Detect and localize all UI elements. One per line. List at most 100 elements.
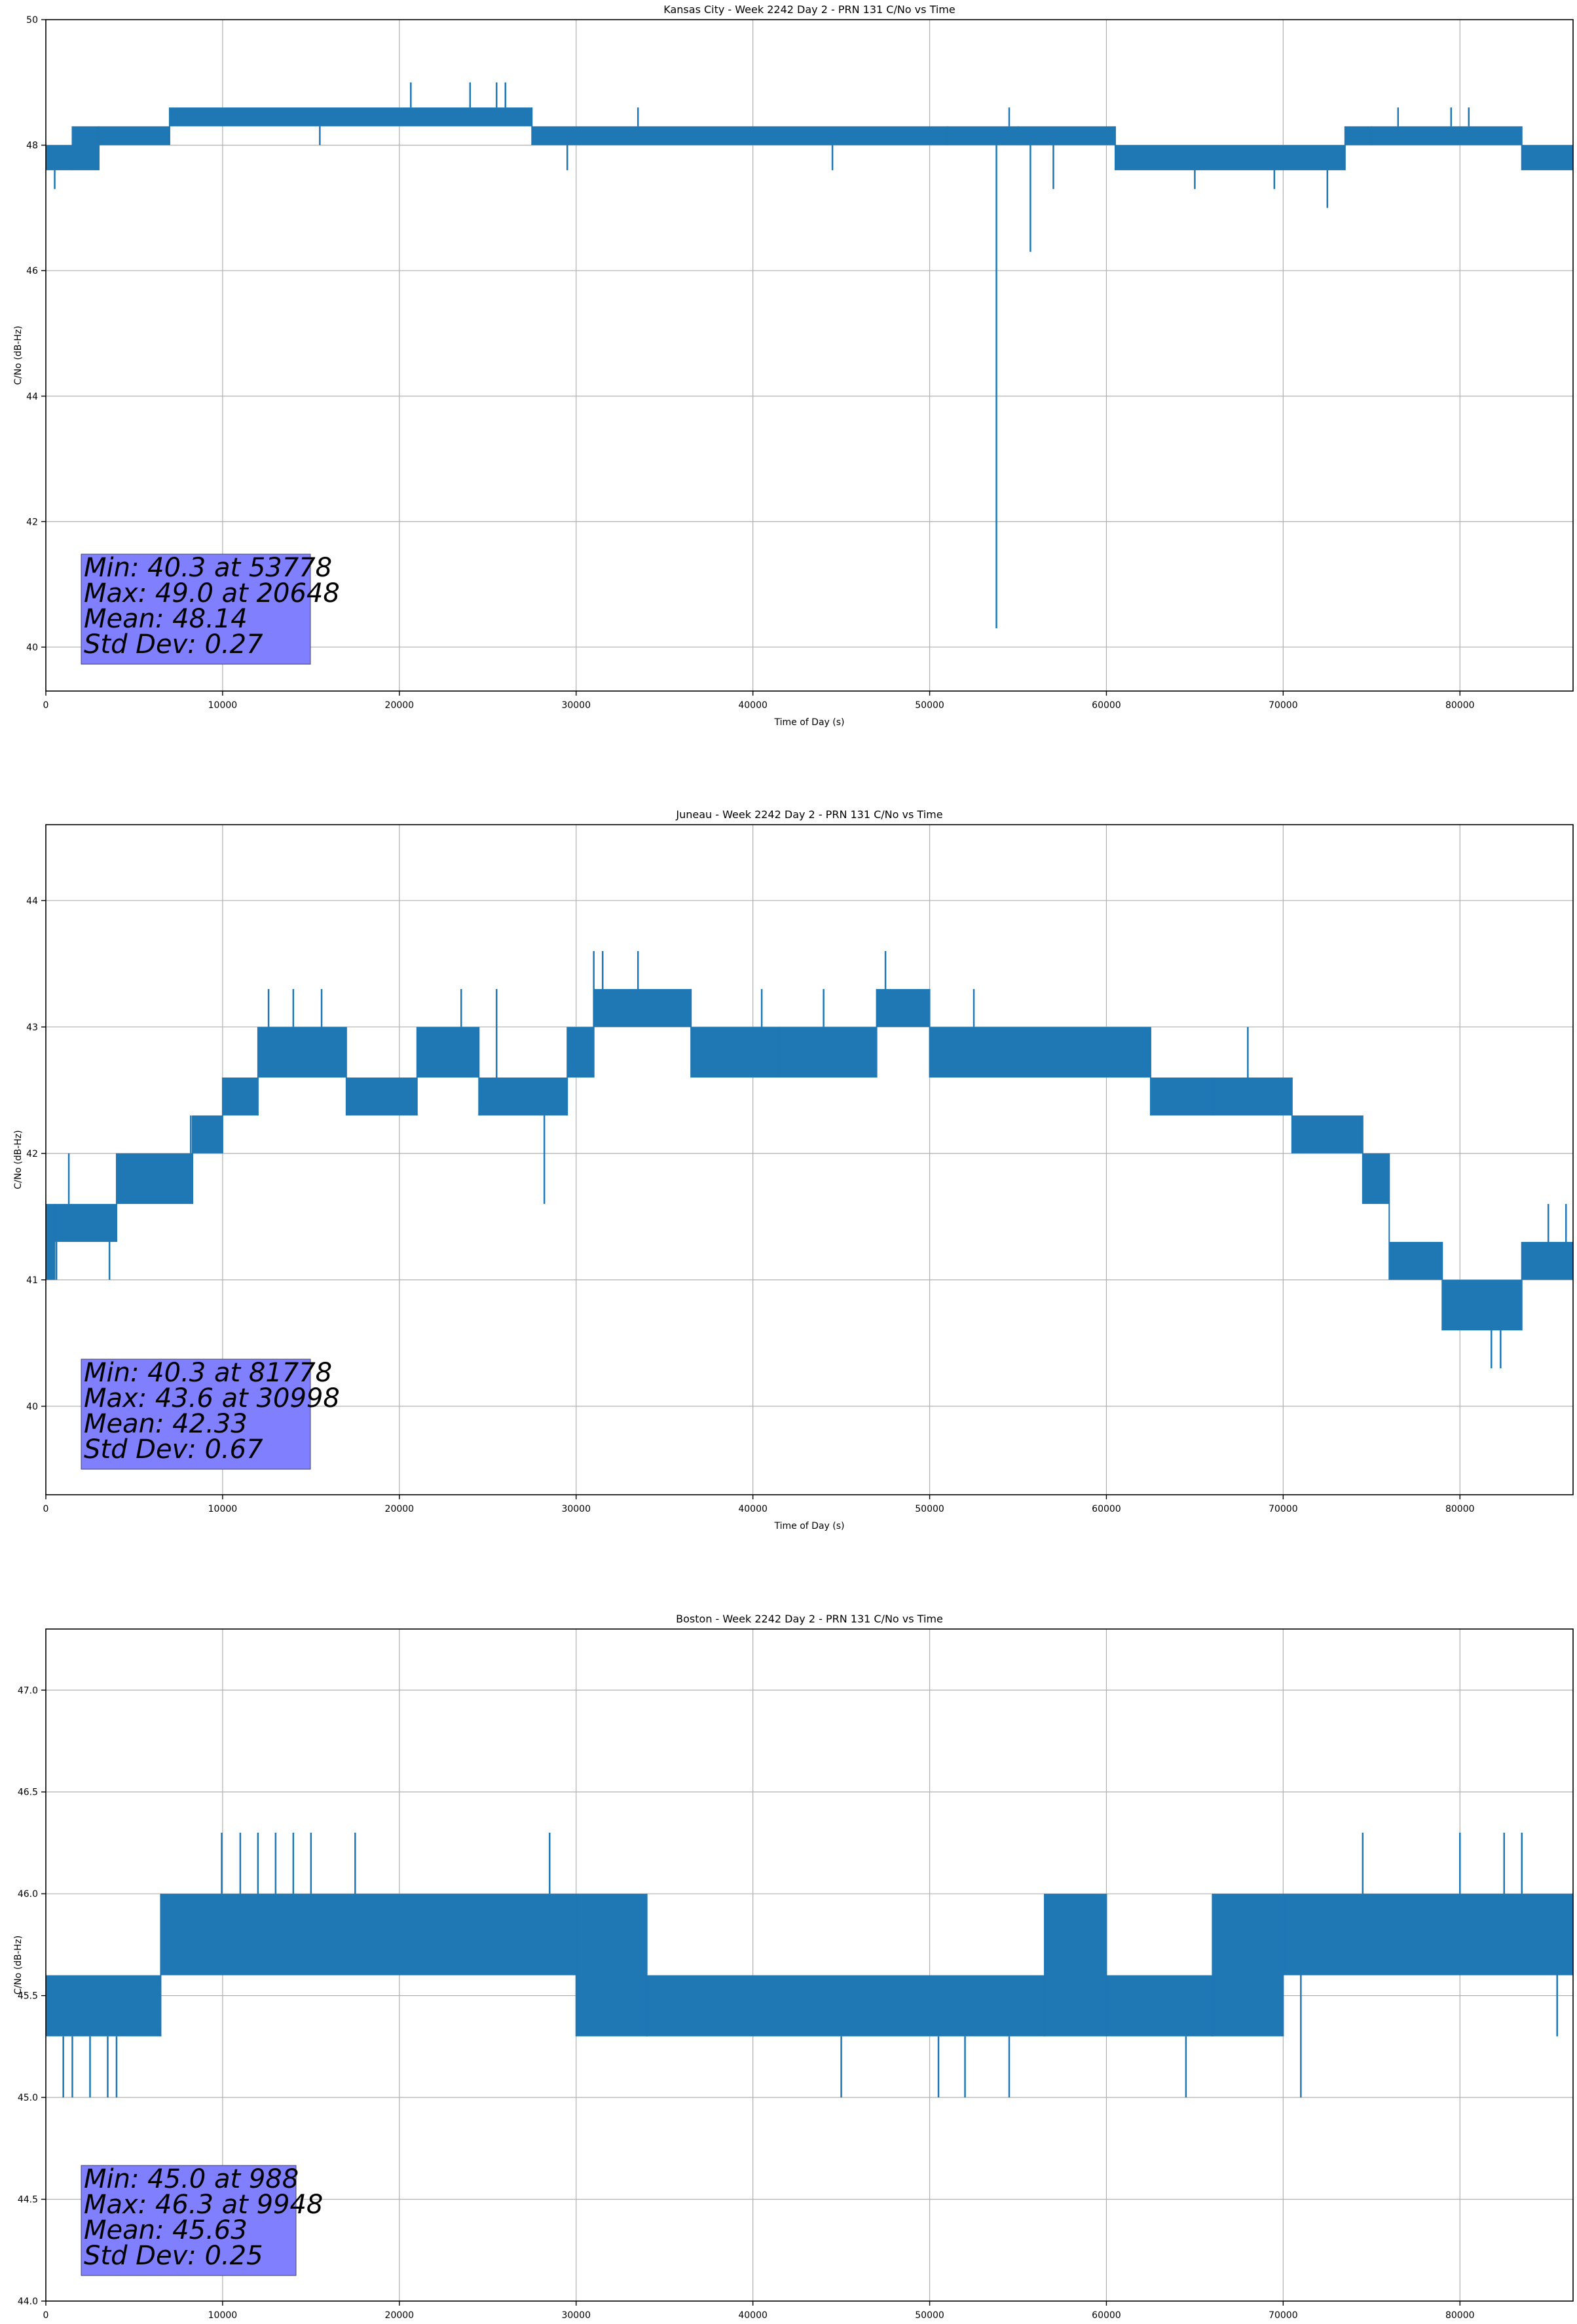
y-tick-label: 44.0	[18, 2296, 38, 2307]
y-tick-label: 40	[26, 643, 38, 653]
x-tick-label: 80000	[1445, 1504, 1475, 1514]
y-tick-label: 45.0	[18, 2093, 38, 2103]
axes-frame	[45, 824, 1574, 1495]
stats-line: Std Dev: 0.67	[84, 1434, 263, 1465]
y-tick-label: 42	[26, 1149, 38, 1159]
data-band	[593, 988, 692, 1027]
stats-line: Mean: 42.33	[84, 1409, 248, 1439]
data-band	[1115, 145, 1345, 170]
data-band	[1283, 1894, 1573, 1976]
data-band	[169, 107, 532, 126]
data-band	[1345, 126, 1522, 145]
data-band	[54, 1204, 117, 1242]
y-tick-label: 41	[26, 1275, 38, 1286]
x-tick-label: 0	[43, 700, 49, 711]
y-axis-label: C/No (dB-Hz)	[13, 1130, 24, 1189]
data-band	[1362, 1153, 1390, 1205]
x-tick-label: 50000	[915, 1504, 944, 1514]
y-tick-label: 44	[26, 392, 38, 402]
stats-line: Mean: 45.63	[84, 2215, 248, 2245]
data-band	[346, 1078, 417, 1115]
data-band	[46, 145, 73, 170]
stats-line: Max: 46.3 at 9948	[84, 2190, 323, 2220]
data-band	[779, 1026, 877, 1078]
data-band	[646, 1975, 1045, 2036]
stats-box	[81, 553, 311, 665]
y-tick-label: 43	[26, 1022, 38, 1033]
x-tick-label: 70000	[1269, 2310, 1298, 2321]
x-tick-label: 70000	[1269, 700, 1298, 711]
x-tick-label: 30000	[561, 1504, 591, 1514]
x-axis-label: Time of Day (s)	[774, 1521, 845, 1531]
stats-box	[81, 2165, 297, 2276]
y-tick-label: 45.5	[18, 1991, 38, 2002]
data-band	[193, 1115, 223, 1153]
y-tick-label: 50	[26, 15, 38, 26]
data-band	[257, 1026, 346, 1078]
stats-line: Min: 40.3 at 81778	[84, 1358, 332, 1388]
x-tick-label: 70000	[1269, 1504, 1298, 1514]
stats-line: Std Dev: 0.25	[84, 2241, 263, 2271]
y-tick-label: 46	[26, 266, 38, 276]
data-band	[72, 126, 99, 170]
x-tick-label: 60000	[1092, 2310, 1121, 2321]
y-tick-label: 44.5	[18, 2195, 38, 2205]
y-tick-label: 40	[26, 1402, 38, 1412]
x-tick-label: 50000	[915, 700, 944, 711]
x-tick-label: 20000	[385, 2310, 415, 2321]
data-band	[46, 1204, 55, 1280]
data-band	[576, 1894, 647, 2036]
x-tick-label: 0	[43, 2310, 49, 2321]
data-band	[1106, 1975, 1213, 2036]
y-tick-label: 44	[26, 896, 38, 907]
chart-panel-3: 0 10000 20000 30000 40000 50000 60000 70000 8000…	[13, 1613, 1574, 2321]
y-axis-label: C/No (dB-Hz)	[13, 1936, 24, 1995]
y-tick-label: 46.5	[18, 1788, 38, 1798]
data-band	[1044, 1894, 1107, 2036]
data-band	[929, 1026, 1151, 1078]
chart-panel-1: 0 10000 20000 30000 40000 50000 60000 70000 8000…	[13, 3, 1574, 728]
stats-line: Max: 49.0 at 20648	[84, 578, 340, 609]
x-tick-label: 40000	[738, 2310, 768, 2321]
stats-line: Min: 40.3 at 53778	[84, 553, 332, 583]
x-tick-label: 60000	[1092, 700, 1121, 711]
x-tick-label: 10000	[208, 1504, 238, 1514]
chart-title: Kansas City - Week 2242 Day 2 - PRN 131 …	[663, 3, 955, 16]
data-band	[567, 1026, 594, 1078]
x-tick-label: 10000	[208, 700, 238, 711]
stats-line: Std Dev: 0.27	[84, 629, 263, 660]
data-band	[1291, 1115, 1363, 1153]
stats-line: Mean: 48.14	[84, 604, 248, 634]
x-tick-label: 30000	[561, 2310, 591, 2321]
x-tick-label: 80000	[1445, 2310, 1475, 2321]
data-band	[1212, 1078, 1292, 1115]
x-axis-label: Time of Day (s)	[774, 717, 845, 728]
data-band	[116, 1153, 193, 1205]
x-tick-label: 10000	[208, 2310, 238, 2321]
x-tick-label: 40000	[738, 700, 768, 711]
data-band	[532, 126, 1018, 145]
data-band	[1150, 1078, 1213, 1115]
chart-title: Boston - Week 2242 Day 2 - PRN 131 C/No …	[676, 1613, 943, 1625]
y-tick-label: 42	[26, 517, 38, 527]
x-tick-label: 30000	[561, 700, 591, 711]
data-band	[222, 1078, 258, 1115]
y-tick-label: 48	[26, 141, 38, 151]
x-tick-label: 0	[43, 1504, 49, 1514]
data-band	[46, 1975, 161, 2036]
data-band	[98, 126, 170, 145]
axes-frame	[45, 19, 1574, 692]
x-tick-label: 20000	[385, 1504, 415, 1514]
y-tick-label: 47.0	[18, 1685, 38, 1696]
data-band	[1521, 145, 1573, 170]
x-tick-label: 80000	[1445, 700, 1475, 711]
stats-line: Max: 43.6 at 30998	[84, 1383, 340, 1414]
data-band	[417, 1026, 479, 1078]
data-band	[479, 1078, 568, 1115]
data-band	[876, 988, 930, 1027]
data-band	[691, 1026, 780, 1078]
chart-panel-2: 0 10000 20000 30000 40000 50000 60000 70000 8000…	[13, 808, 1574, 1531]
x-tick-label: 40000	[738, 1504, 768, 1514]
data-band	[1442, 1279, 1522, 1331]
